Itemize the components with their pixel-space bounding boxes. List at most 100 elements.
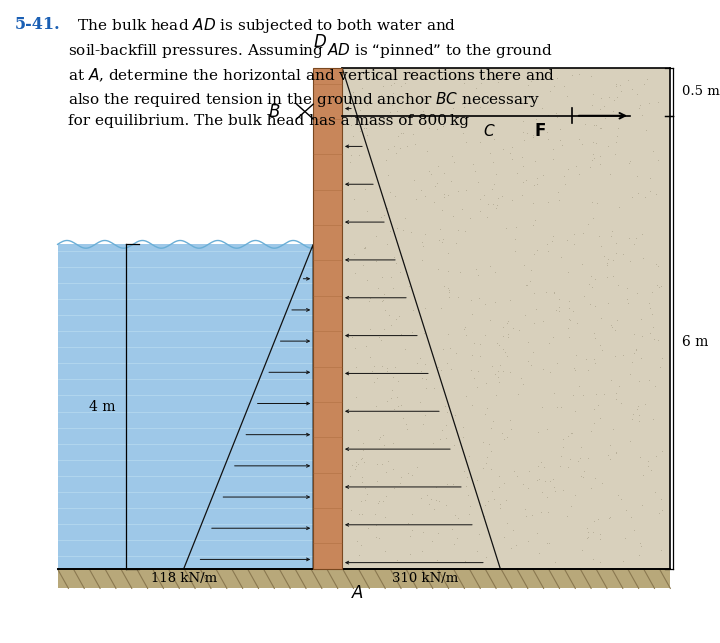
Point	[631, 288, 643, 298]
Point	[648, 334, 660, 344]
Point	[520, 503, 531, 514]
Point	[395, 267, 406, 277]
Point	[587, 213, 598, 223]
Point	[573, 168, 585, 179]
Point	[613, 202, 624, 212]
Point	[428, 383, 440, 393]
Point	[416, 237, 428, 248]
Text: $A$: $A$	[351, 585, 364, 602]
Point	[636, 229, 648, 239]
Text: 310 kN/m: 310 kN/m	[392, 572, 458, 585]
Point	[390, 314, 402, 324]
Point	[580, 354, 592, 364]
Point	[356, 509, 368, 519]
Point	[408, 176, 420, 186]
Point	[636, 500, 648, 510]
Point	[400, 419, 412, 429]
Point	[428, 503, 440, 514]
Point	[528, 130, 539, 140]
Point	[647, 322, 659, 332]
Point	[467, 309, 478, 320]
Point	[459, 322, 471, 332]
Point	[561, 235, 572, 245]
Point	[468, 72, 480, 82]
Point	[378, 80, 390, 91]
Point	[378, 210, 390, 221]
Point	[357, 131, 369, 141]
Point	[480, 500, 491, 510]
Point	[510, 540, 521, 550]
Point	[433, 264, 444, 274]
Point	[461, 391, 472, 401]
Point	[509, 246, 521, 256]
Point	[348, 194, 359, 204]
Point	[561, 511, 572, 521]
Point	[567, 69, 578, 80]
Point	[541, 127, 552, 137]
Point	[548, 287, 559, 298]
Point	[582, 532, 594, 542]
Point	[510, 222, 522, 233]
Point	[368, 361, 379, 371]
Point	[423, 500, 435, 510]
Point	[531, 173, 543, 183]
Point	[344, 471, 356, 482]
Point	[652, 261, 663, 271]
Point	[446, 176, 457, 186]
Point	[419, 410, 431, 420]
Point	[397, 225, 409, 235]
Point	[364, 323, 376, 334]
Point	[629, 525, 640, 536]
Point	[387, 113, 398, 123]
Point	[541, 239, 553, 249]
Point	[384, 226, 396, 237]
Point	[575, 471, 586, 481]
Point	[498, 344, 509, 354]
Point	[549, 80, 560, 91]
Point	[540, 287, 552, 298]
Polygon shape	[58, 244, 313, 569]
Point	[378, 324, 390, 334]
Point	[452, 186, 464, 196]
Point	[492, 194, 504, 204]
Point	[594, 413, 606, 423]
Point	[631, 170, 643, 181]
Point	[633, 416, 644, 426]
Point	[612, 123, 624, 133]
Point	[568, 363, 580, 373]
Point	[351, 536, 363, 546]
Point	[457, 431, 469, 442]
Point	[465, 295, 477, 305]
Point	[446, 479, 458, 489]
Point	[490, 203, 502, 213]
Point	[433, 528, 444, 538]
Point	[482, 496, 494, 506]
Point	[542, 134, 554, 145]
Point	[440, 500, 451, 511]
Point	[395, 80, 407, 91]
Point	[594, 534, 606, 544]
Point	[364, 295, 375, 305]
Point	[356, 476, 368, 487]
Point	[567, 305, 578, 316]
Point	[379, 305, 391, 315]
Point	[427, 536, 438, 546]
Point	[501, 351, 513, 361]
Point	[531, 245, 543, 255]
Point	[551, 107, 562, 118]
Point	[372, 283, 383, 293]
Point	[539, 476, 551, 487]
Point	[391, 392, 402, 402]
Point	[590, 138, 601, 148]
Point	[554, 460, 566, 471]
Point	[347, 87, 359, 97]
Point	[439, 401, 451, 411]
Point	[566, 501, 577, 511]
Point	[355, 454, 366, 464]
Point	[399, 77, 410, 87]
Point	[489, 368, 500, 379]
Point	[484, 315, 495, 325]
Point	[460, 480, 472, 491]
Point	[626, 413, 638, 424]
Point	[546, 332, 558, 342]
